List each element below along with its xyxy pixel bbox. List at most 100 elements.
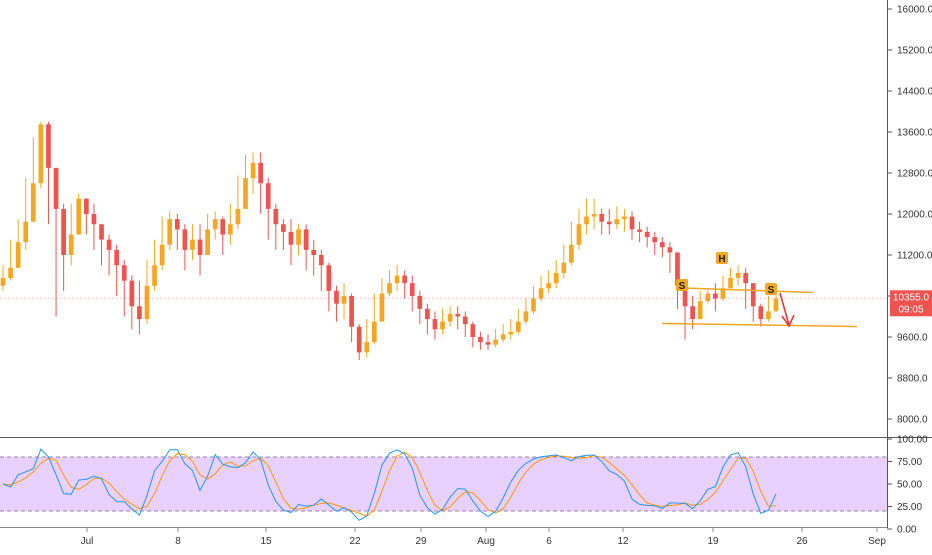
price-axis-tick-label: 9600.0	[897, 333, 928, 344]
candle-body	[152, 265, 157, 286]
candle-body	[144, 285, 150, 320]
candle-body	[197, 239, 203, 255]
candle-body	[417, 296, 423, 309]
candle-body	[462, 316, 468, 325]
candle-body	[258, 162, 264, 184]
candle-body	[250, 162, 256, 179]
candle-body	[288, 231, 294, 245]
candle-body	[720, 288, 726, 299]
time-axis-tick-label: 26	[796, 536, 808, 547]
candle-body	[68, 234, 74, 255]
time-axis-tick-label: Jul	[81, 536, 94, 547]
candle-body	[296, 229, 301, 245]
candle-body	[697, 301, 703, 320]
candle-body	[349, 296, 354, 327]
price-axis-tick-label: 14400.0	[897, 87, 932, 98]
oscillator-pane: 100.00 75.00 50.00 25.00 0.00	[0, 435, 928, 536]
label-h: H	[716, 252, 728, 265]
candle-body	[682, 285, 688, 307]
oscillator-axis-tick-label: 75.00	[897, 457, 922, 468]
candle-body	[766, 311, 771, 320]
candle-body	[121, 265, 127, 281]
time-axis[interactable]: Jul 8 15 22 29 Aug 6 12 19 26 Sep	[81, 528, 887, 547]
candle-body	[341, 296, 347, 304]
candle-body	[644, 231, 650, 238]
candle-body	[515, 321, 521, 332]
candle-body	[235, 208, 241, 225]
candle-body	[334, 290, 339, 304]
candle-body	[409, 283, 415, 296]
price-axis-tick-label: 12000.0	[897, 210, 932, 221]
candle-body	[311, 249, 317, 255]
time-axis-tick-label: 12	[617, 536, 629, 547]
candle-body	[637, 229, 642, 232]
candle-body	[622, 216, 627, 220]
candle-body	[0, 278, 6, 286]
candle-body	[265, 183, 271, 209]
label-s-right: S	[765, 283, 777, 296]
time-axis-tick-label: 15	[260, 536, 272, 547]
candle-body	[167, 219, 173, 245]
price-axis-tick-label: 15200.0	[897, 46, 932, 57]
candle-body	[728, 278, 733, 289]
time-axis-tick-label: 29	[415, 536, 427, 547]
price-axis-tick-label: 13600.0	[897, 128, 932, 139]
candle-body	[303, 229, 309, 250]
oscillator-axis[interactable]: 100.00 75.00 50.00 25.00 0.00	[887, 435, 928, 536]
candle-body	[387, 283, 392, 294]
candle-body	[379, 293, 385, 322]
candle-body	[53, 167, 59, 209]
oscillator-axis-tick-label: 100.00	[897, 435, 928, 446]
candle-body	[553, 272, 559, 284]
candle-body	[470, 324, 476, 337]
candle-body	[659, 242, 665, 248]
candle-body	[243, 178, 248, 209]
candle-body	[174, 219, 180, 230]
candle-body	[743, 272, 749, 284]
label-s-left-text: S	[679, 281, 686, 292]
candle-body	[455, 313, 461, 317]
price-axis-tick-label: 8800.0	[897, 374, 928, 385]
current-price-marker: 10355.0 09:05	[0, 290, 932, 317]
candle-body	[531, 298, 536, 312]
oscillator-band	[0, 457, 887, 511]
candle-body	[538, 288, 544, 299]
candle-body	[758, 306, 764, 320]
time-axis-tick-label: Aug	[477, 536, 495, 547]
candle-body	[212, 219, 218, 230]
candle-body	[561, 262, 567, 273]
candle-body	[356, 326, 362, 353]
candle-body	[447, 313, 453, 322]
candle-body	[371, 321, 377, 343]
candle-body	[667, 247, 673, 253]
candle-body	[425, 308, 430, 320]
candle-body	[46, 124, 51, 168]
candle-body	[569, 244, 574, 263]
candle-body	[750, 283, 756, 307]
candle-body	[61, 208, 66, 255]
candle-body	[15, 242, 21, 268]
oscillator-axis-tick-label: 0.00	[897, 525, 917, 536]
oscillator-d-line	[2, 451, 777, 517]
neckline-upper	[682, 287, 814, 294]
candle-body	[485, 342, 491, 345]
candle-body	[394, 275, 400, 284]
current-price-label: 10355.0	[893, 292, 930, 303]
candle-body	[281, 224, 286, 232]
candle-body	[23, 221, 29, 243]
price-axis-tick-label: 11200.0	[897, 251, 932, 262]
price-axis[interactable]: 16000.0 15200.0 14400.0 13600.0 12800.0 12000…	[887, 5, 932, 426]
candle-body	[440, 321, 445, 330]
candle-body	[159, 244, 165, 266]
candle-body	[584, 216, 589, 225]
main-pane: 16000.0 15200.0 14400.0 13600.0 12800.0 12000…	[0, 0, 932, 528]
candle-body	[690, 306, 695, 320]
candle-body	[402, 275, 408, 284]
candle-body	[84, 198, 89, 214]
time-axis-tick-label: 22	[349, 536, 361, 547]
candle-body	[606, 221, 612, 225]
oscillator-k-line	[2, 448, 777, 521]
candle-body	[500, 334, 506, 340]
